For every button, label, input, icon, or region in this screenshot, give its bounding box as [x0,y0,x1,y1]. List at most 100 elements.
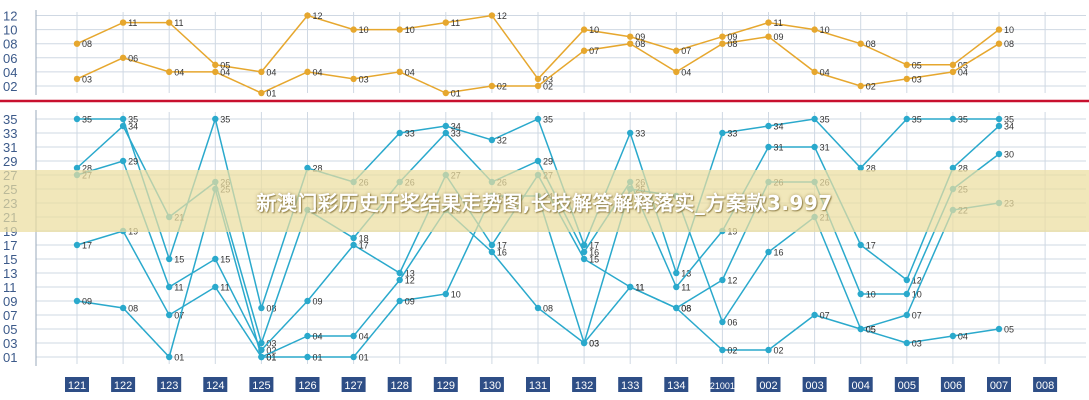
bottom-data-label: 17 [497,241,507,251]
top-data-label: 02 [497,81,507,91]
top-data-label: 11 [774,18,783,28]
bottom-point [857,290,864,298]
bottom-data-label: 10 [451,290,461,300]
bottom-point [350,332,357,340]
category-tab [341,377,366,392]
top-point [73,40,81,47]
bottom-point [258,304,265,312]
category-tab [526,377,550,392]
bottom-data-label: 08 [543,304,553,314]
top-data-label: 06 [128,53,138,63]
top-y-tick: 08 [3,37,17,52]
bottom-point [580,339,588,347]
top-data-label: 04 [266,67,276,77]
bottom-data-label: 28 [866,164,876,174]
bottom-point [765,248,772,256]
category-label: 131 [529,380,547,392]
category-tab [479,377,504,392]
bottom-data-label: 03 [589,339,599,349]
bottom-point [534,157,542,165]
top-point [350,75,357,83]
bottom-y-tick: 29 [3,154,17,169]
top-point [673,68,680,76]
top-point [258,68,265,76]
bottom-point [442,290,449,298]
bottom-data-label: 11 [635,283,644,293]
bottom-data-label: 17 [589,241,599,251]
bottom-data-label: 07 [174,311,184,321]
top-data-label: 10 [1004,25,1014,35]
bottom-data-label: 12 [727,276,737,286]
top-data-label: 04 [958,67,968,77]
bottom-point [995,325,1003,333]
bottom-data-label: 05 [866,325,876,335]
top-point [765,33,772,40]
top-point [534,82,542,90]
category-tab [249,377,274,392]
bottom-point [304,164,311,172]
bottom-data-label: 16 [589,248,599,258]
bottom-data-label: 32 [497,136,507,146]
bottom-data-label: 01 [359,353,369,363]
top-point [580,47,588,54]
bottom-y-tick: 07 [3,308,17,323]
bottom-point [73,115,81,123]
bottom-data-label: 03 [266,339,276,349]
bottom-point [857,325,864,333]
category-tab [157,377,182,392]
top-point [212,68,219,76]
top-point [580,26,588,33]
top-point [949,68,957,76]
top-data-label: 01 [451,89,461,99]
bottom-data-label: 29 [543,157,553,167]
category-label: 003 [805,380,823,392]
category-label: 21001 [710,381,735,391]
bottom-data-label: 07 [820,311,830,321]
bottom-data-label: 28 [313,164,323,174]
category-tab [894,377,919,392]
top-data-label: 04 [313,67,323,77]
top-point [119,54,127,61]
bottom-point [949,115,957,123]
bottom-data-label: 15 [174,255,184,265]
bottom-point [166,255,173,263]
bottom-y-tick: 35 [3,112,17,127]
top-data-label: 10 [820,25,830,35]
top-point [765,19,772,26]
top-data-label: 10 [405,25,415,35]
bottom-data-label: 12 [912,276,922,286]
bottom-y-tick: 01 [3,350,17,365]
top-data-label: 08 [1004,39,1014,49]
top-point [166,19,173,26]
bottom-point [258,339,265,347]
bottom-data-label: 35 [820,115,830,125]
bottom-y-tick: 31 [3,140,17,155]
bottom-point [627,283,634,291]
top-point [396,68,403,76]
bottom-data-label: 16 [774,248,784,258]
bottom-data-label: 08 [681,304,691,314]
top-point [488,12,496,19]
top-point [857,40,864,47]
bottom-point [995,150,1003,158]
bottom-data-label: 35 [220,115,230,125]
top-data-label: 10 [359,25,369,35]
top-point [488,82,496,90]
bottom-point [903,290,910,298]
bottom-data-label: 17 [359,241,369,251]
bottom-data-label: 05 [1004,325,1014,335]
top-data-label: 05 [220,60,230,70]
bottom-point [166,353,173,361]
category-label: 123 [160,380,178,392]
bottom-data-label: 11 [681,283,690,293]
category-label: 132 [575,380,593,392]
bottom-point [396,269,403,277]
top-point [811,26,818,33]
top-y-tick: 12 [3,9,17,24]
bottom-point [903,339,910,347]
category-tab [802,377,827,392]
bottom-data-label: 31 [774,143,784,153]
top-point [627,40,634,47]
top-point [719,33,726,40]
